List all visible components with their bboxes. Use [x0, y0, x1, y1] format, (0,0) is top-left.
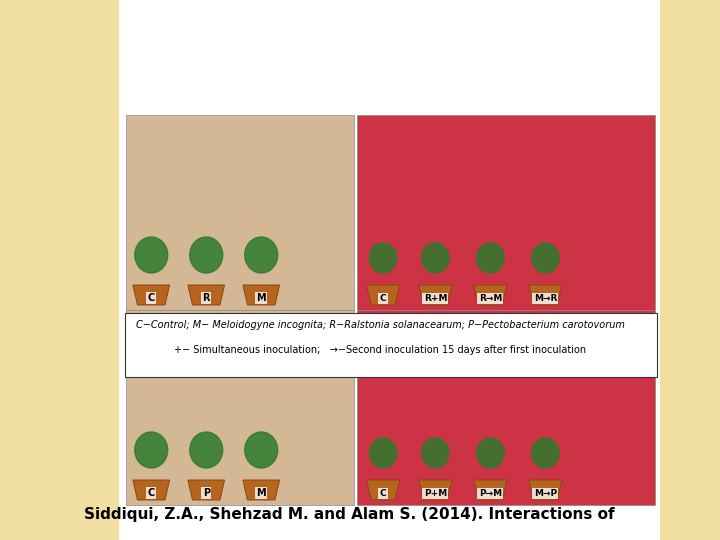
Text: C−Control; M− Meloidogyne incognita; R−Ralstonia solanacearum; P−Pectobacterium : C−Control; M− Meloidogyne incognita; R−R… — [136, 320, 625, 330]
Circle shape — [190, 432, 222, 468]
Polygon shape — [529, 480, 562, 500]
Polygon shape — [188, 285, 225, 305]
Circle shape — [369, 243, 397, 273]
Circle shape — [422, 438, 449, 468]
Circle shape — [245, 432, 278, 468]
Polygon shape — [243, 480, 279, 500]
Text: C: C — [148, 293, 155, 303]
Circle shape — [190, 237, 222, 273]
FancyBboxPatch shape — [127, 310, 354, 505]
Polygon shape — [419, 285, 452, 305]
Text: C: C — [148, 488, 155, 498]
FancyBboxPatch shape — [125, 313, 657, 377]
Circle shape — [245, 237, 278, 273]
Polygon shape — [529, 285, 562, 305]
Circle shape — [531, 243, 559, 273]
Polygon shape — [133, 285, 170, 305]
Text: R→M: R→M — [479, 294, 502, 303]
Text: P→M: P→M — [479, 489, 502, 498]
Polygon shape — [419, 480, 452, 500]
Text: +− Simultaneous inoculation;   →−Second inoculation 15 days after first inoculat: +− Simultaneous inoculation; →−Second in… — [174, 345, 587, 355]
Circle shape — [477, 438, 504, 468]
FancyBboxPatch shape — [119, 0, 660, 540]
Circle shape — [477, 243, 504, 273]
Text: M: M — [256, 293, 266, 303]
Text: C: C — [380, 294, 387, 303]
Polygon shape — [474, 285, 507, 305]
Text: P+M: P+M — [424, 489, 447, 498]
Polygon shape — [188, 480, 225, 500]
Text: C: C — [380, 489, 387, 498]
Circle shape — [135, 432, 168, 468]
Circle shape — [422, 243, 449, 273]
Polygon shape — [366, 285, 400, 305]
Text: M→R: M→R — [534, 294, 557, 303]
Text: P: P — [202, 488, 210, 498]
Text: R+M: R+M — [423, 294, 447, 303]
FancyBboxPatch shape — [127, 115, 354, 310]
Circle shape — [531, 438, 559, 468]
Polygon shape — [366, 480, 400, 500]
Text: R: R — [202, 293, 210, 303]
Circle shape — [135, 237, 168, 273]
Text: M: M — [256, 488, 266, 498]
Text: M→P: M→P — [534, 489, 557, 498]
Text: Siddiqui, Z.A., Shehzad M. and Alam S. (2014). Interactions of: Siddiqui, Z.A., Shehzad M. and Alam S. (… — [84, 507, 677, 522]
Polygon shape — [133, 480, 170, 500]
Circle shape — [369, 438, 397, 468]
FancyBboxPatch shape — [357, 310, 655, 505]
FancyBboxPatch shape — [357, 115, 655, 310]
Polygon shape — [474, 480, 507, 500]
Polygon shape — [243, 285, 279, 305]
